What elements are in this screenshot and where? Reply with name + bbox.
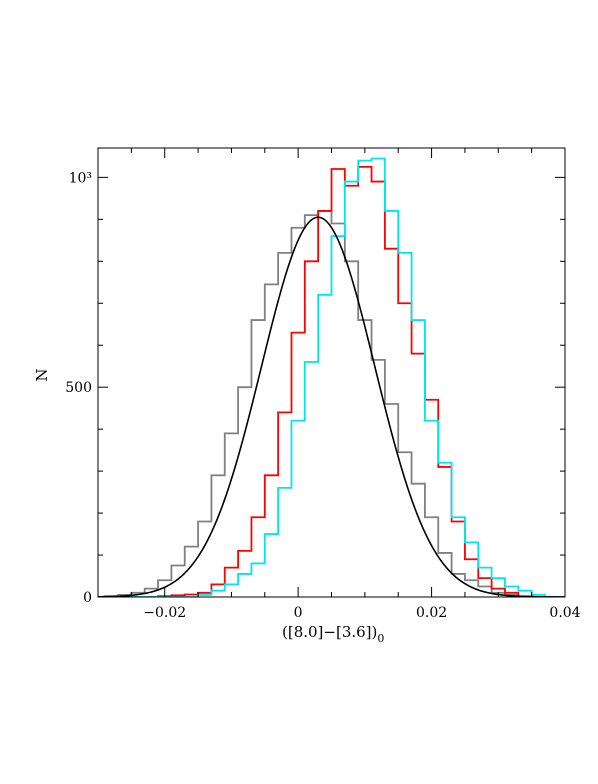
x-tick-label: 0 — [294, 605, 303, 621]
series-layer — [98, 157, 565, 597]
x-tick-label: −0.02 — [143, 605, 186, 621]
y-tick-label: 10³ — [69, 170, 92, 186]
x-tick-label: 0.02 — [416, 605, 447, 621]
x-axis-label: ([8.0]−[3.6])0 — [282, 623, 384, 645]
y-axis-label: N — [33, 368, 51, 381]
histogram-series-2 — [98, 157, 559, 597]
y-tick-label: 500 — [65, 380, 92, 396]
gaussian-fit-curve — [98, 216, 565, 597]
x-axis-label-main: ([8.0]−[3.6]) — [282, 623, 377, 641]
ticks-layer — [97, 148, 566, 598]
tick-labels-layer: −0.02 0 0.02 0.04 0 500 10³ — [65, 170, 580, 621]
histogram-series-1 — [98, 165, 559, 597]
y-tick-label: 0 — [83, 590, 92, 606]
histogram-series-0 — [98, 210, 559, 597]
x-tick-label: 0.04 — [549, 605, 580, 621]
x-axis-label-subscript: 0 — [377, 632, 384, 645]
